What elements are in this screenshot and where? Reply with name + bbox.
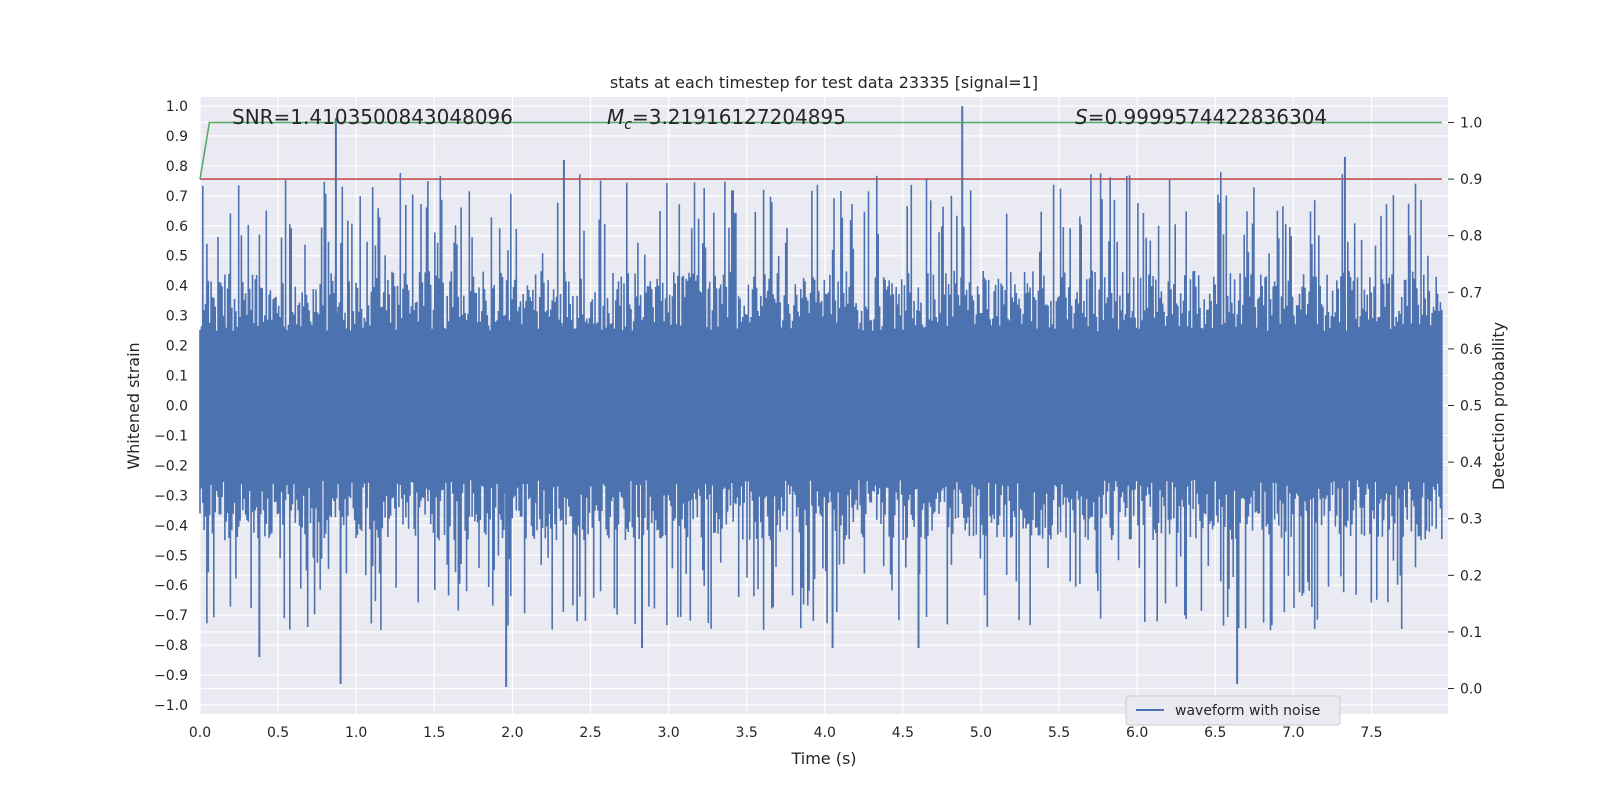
legend-box — [1125, 695, 1341, 726]
x-axis-label: Time (s) — [790, 749, 856, 768]
y-tick-label: −0.8 — [154, 638, 188, 654]
y-tick-label: 0.4 — [166, 279, 188, 295]
probability-series — [199, 121, 1442, 180]
y-tick-label: −0.1 — [154, 428, 188, 444]
y2-tick-label: 0.7 — [1460, 285, 1482, 301]
y2-axis-label: Detection probability — [1489, 322, 1508, 490]
chart-title: stats at each timestep for test data 233… — [610, 73, 1038, 92]
x-tick-label: 0.5 — [267, 725, 289, 741]
x-tick-label: 6.5 — [1204, 725, 1226, 741]
chirp-mass-annotation: Mc=3.21916127204895 — [607, 105, 846, 133]
y-tick-label: 0.3 — [166, 309, 188, 325]
y-tick-label: −0.3 — [154, 488, 188, 504]
x-tick-label: 1.0 — [345, 725, 367, 741]
chirp-mass-symbol: M — [607, 105, 624, 129]
x-tick-label: 6.0 — [1126, 725, 1148, 741]
y2-tick-label: 0.5 — [1460, 399, 1482, 415]
y2-tick-label: 0.6 — [1460, 342, 1482, 358]
detection-probability-line — [199, 121, 1442, 180]
y2-tick-label: 1.0 — [1460, 115, 1482, 131]
legend-label: waveform with noise — [1175, 703, 1320, 719]
x-tick-label: 7.0 — [1282, 725, 1304, 741]
y-tick-label: −0.6 — [154, 578, 188, 594]
x-tick-label: 3.0 — [657, 725, 679, 741]
y-tick-label: −0.2 — [154, 458, 188, 474]
y-tick-label: 1.0 — [166, 99, 188, 115]
legend: waveform with noise — [1125, 695, 1341, 726]
x-tick-label: 5.0 — [970, 725, 992, 741]
y-tick-label: 0.8 — [166, 159, 188, 175]
x-tick-label: 2.5 — [579, 725, 601, 741]
x-tick-label: 5.5 — [1048, 725, 1070, 741]
y2-tick-label: 0.1 — [1460, 625, 1482, 641]
waveform-series — [199, 105, 1443, 688]
y-tick-label: −0.5 — [154, 548, 188, 564]
y-tick-label: 0.5 — [166, 249, 188, 265]
x-tick-label: 4.0 — [814, 725, 836, 741]
x-tick-label: 3.5 — [736, 725, 758, 741]
x-tick-label: 1.5 — [423, 725, 445, 741]
chirp-mass-value: =3.21916127204895 — [632, 105, 846, 129]
y2-tick-label: 0.0 — [1460, 682, 1482, 698]
y-axis-label: Whitened strain — [124, 342, 143, 469]
y2-tick-label: 0.2 — [1460, 568, 1482, 584]
y-tick-label: 0.2 — [166, 339, 188, 355]
y-tick-label: −0.4 — [154, 518, 188, 534]
y-tick-label: 0.6 — [166, 219, 188, 235]
y2-tick-label: 0.3 — [1460, 512, 1482, 528]
significance-symbol: S — [1075, 105, 1088, 129]
ticks: 0.0 0.5 1.0 1.5 2.0 2.5 3.0 3.5 4.0 4.5 5.0 5.5 6.0 6… — [154, 99, 1482, 741]
x-tick-label: 0.0 — [189, 725, 211, 741]
significance-annotation: S=0.9999574422836304 — [1075, 105, 1327, 129]
y-tick-label: 0.7 — [166, 189, 188, 205]
y-tick-label: −0.9 — [154, 668, 188, 684]
y-tick-label: 0.0 — [166, 399, 188, 415]
y-tick-label: 0.9 — [166, 129, 188, 145]
significance-value: =0.9999574422836304 — [1088, 105, 1327, 129]
y2-tick-label: 0.8 — [1460, 229, 1482, 245]
chirp-mass-subscript: c — [624, 117, 632, 133]
y-tick-label: −1.0 — [154, 698, 188, 714]
snr-annotation: SNR=1.4103500843048096 — [232, 105, 513, 129]
y-tick-label: −0.7 — [154, 608, 188, 624]
y2-tick-label: 0.4 — [1460, 455, 1482, 471]
waveform-core — [200, 342, 1442, 457]
x-tick-label: 2.0 — [501, 725, 523, 741]
x-tick-label: 7.5 — [1360, 725, 1382, 741]
x-tick-label: 4.5 — [892, 725, 914, 741]
y2-tick-label: 0.9 — [1460, 172, 1482, 188]
y-tick-label: 0.1 — [166, 369, 188, 385]
